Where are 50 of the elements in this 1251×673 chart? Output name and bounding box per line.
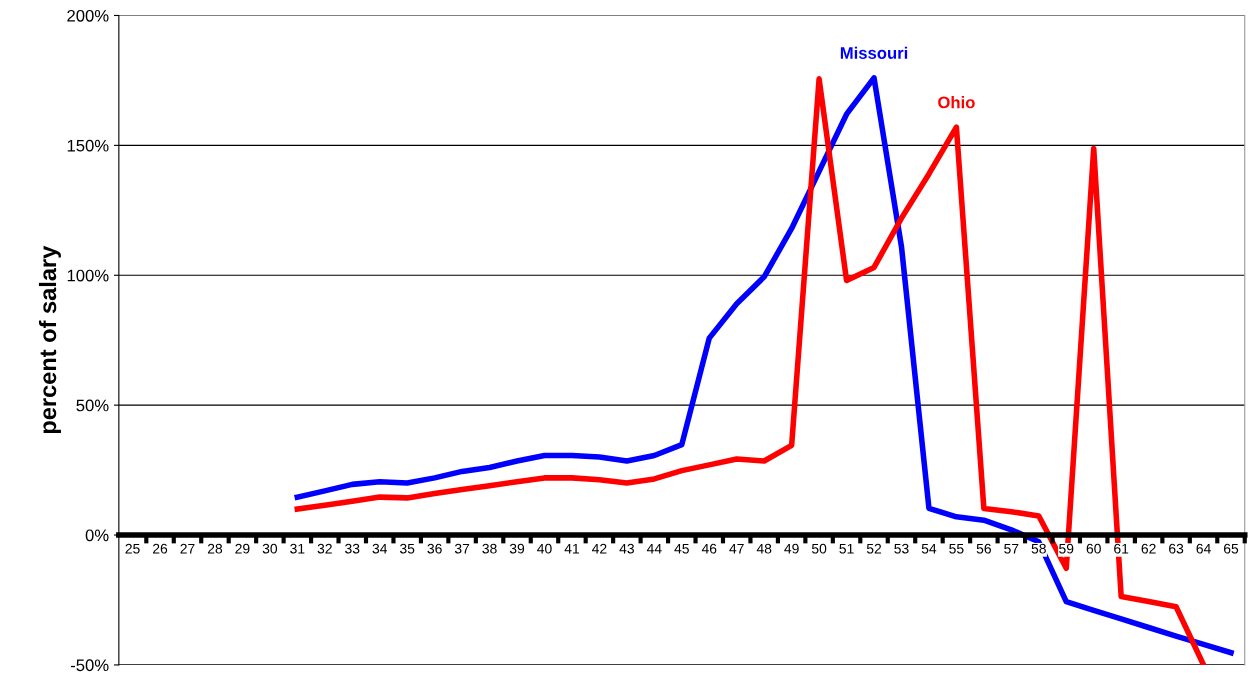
y-tick-label: 50% xyxy=(76,399,109,412)
y-tick-label: -50% xyxy=(70,659,109,672)
x-tick-label: 42 xyxy=(592,543,607,554)
x-tick-label: 45 xyxy=(674,543,689,554)
y-tick-label: 150% xyxy=(67,139,109,152)
y-axis-title: percent of salary xyxy=(38,245,61,434)
y-tick-label: 0% xyxy=(85,529,109,542)
x-tick-label: 43 xyxy=(619,543,634,554)
x-tick-label: 50 xyxy=(811,543,827,554)
x-tick-label: 54 xyxy=(921,543,937,554)
x-tick-label: 33 xyxy=(345,543,360,554)
x-tick-label: 27 xyxy=(180,543,195,554)
x-tick-label: 40 xyxy=(537,543,552,554)
x-tick-label: 61 xyxy=(1114,543,1129,554)
x-tick-label: 36 xyxy=(427,543,442,554)
y-tick-label: 200% xyxy=(67,9,109,22)
x-tick-label: 25 xyxy=(125,543,140,554)
y-tick-label: 100% xyxy=(67,269,109,282)
x-tick-label: 30 xyxy=(262,543,278,554)
x-tick-label: 63 xyxy=(1169,543,1184,554)
x-tick-label: 46 xyxy=(701,543,717,554)
series-label: Missouri xyxy=(840,46,908,59)
x-tick-label: 49 xyxy=(784,543,799,554)
series-label: Ohio xyxy=(938,96,975,109)
x-tick-label: 41 xyxy=(564,543,579,554)
x-tick-label: 65 xyxy=(1224,543,1239,554)
x-tick-label: 35 xyxy=(399,543,415,554)
x-tick-label: 29 xyxy=(235,543,250,554)
x-tick-label: 38 xyxy=(482,543,497,554)
x-tick-label: 32 xyxy=(317,543,332,554)
x-tick-label: 52 xyxy=(866,543,882,554)
x-tick-label: 53 xyxy=(894,543,909,554)
x-tick-label: 57 xyxy=(1004,543,1019,554)
x-tick-label: 47 xyxy=(729,543,744,554)
x-tick-label: 64 xyxy=(1196,543,1211,554)
x-tick-label: 48 xyxy=(756,543,772,554)
x-tick-label: 62 xyxy=(1141,543,1156,554)
x-tick-label: 56 xyxy=(976,543,991,554)
x-tick-label: 37 xyxy=(454,543,470,554)
x-tick-label: 59 xyxy=(1059,543,1074,554)
x-tick-label: 60 xyxy=(1086,543,1101,554)
x-tick-label: 51 xyxy=(839,543,854,554)
x-tick-label: 31 xyxy=(290,543,305,554)
x-tick-label: 58 xyxy=(1031,543,1046,554)
x-tick-label: 44 xyxy=(646,543,662,554)
x-tick-label: 28 xyxy=(207,543,223,554)
x-tick-label: 26 xyxy=(153,543,168,554)
x-tick-label: 55 xyxy=(949,543,964,554)
x-tick-label: 34 xyxy=(372,543,388,554)
x-tick-label: 39 xyxy=(509,543,525,554)
